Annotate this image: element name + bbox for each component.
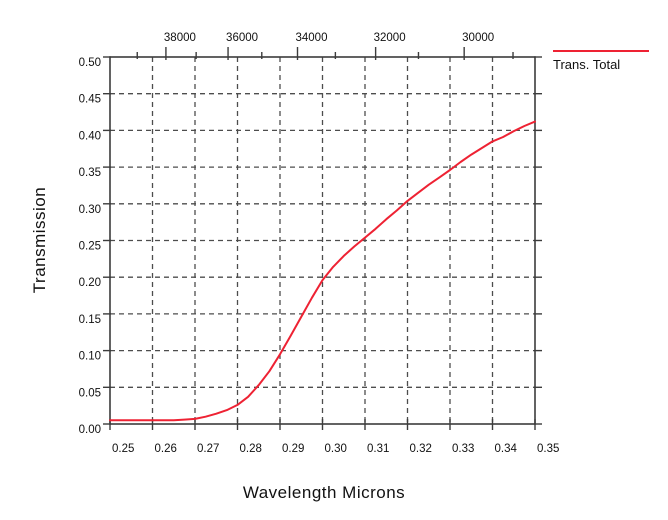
legend-line-swatch: [553, 50, 649, 52]
x-tick-label: 0.35: [537, 443, 559, 455]
x-tick-label: 0.25: [112, 443, 134, 455]
x-axis-title: Wavelength Microns: [242, 483, 406, 502]
y-tick-label: 0.35: [79, 167, 101, 179]
x-tick-label: 0.30: [325, 443, 347, 455]
x-tick-label: 0.33: [452, 443, 474, 455]
y-tick-label: 0.25: [79, 241, 101, 253]
y-tick-label: 0.50: [79, 57, 101, 69]
y-tick-label: 0.10: [79, 351, 101, 363]
x-tick-label: 0.34: [495, 443, 518, 455]
y-tick-label: 0.00: [79, 424, 101, 436]
legend-series-label: Trans. Total: [553, 57, 621, 72]
x-tick-label: 0.26: [155, 443, 177, 455]
top-tick-label: 34000: [296, 32, 328, 44]
top-tick-label: 32000: [374, 32, 406, 44]
y-tick-label: 0.40: [79, 130, 101, 142]
y-tick-label: 0.20: [79, 277, 101, 289]
x-tick-label: 0.29: [282, 443, 304, 455]
y-tick-label: 0.45: [79, 94, 101, 106]
y-axis-title: Transmission: [30, 186, 49, 294]
x-tick-label: 0.32: [410, 443, 432, 455]
y-tick-label: 0.30: [79, 204, 101, 216]
top-tick-label: 38000: [164, 32, 196, 44]
x-tick-label: 0.28: [240, 443, 262, 455]
x-tick-label: 0.27: [197, 443, 219, 455]
top-tick-label: 30000: [462, 32, 494, 44]
x-tick-label: 0.31: [367, 443, 389, 455]
series-line: [109, 120, 536, 422]
y-tick-label: 0.05: [79, 387, 101, 399]
top-tick-label: 36000: [226, 32, 258, 44]
y-tick-label: 0.15: [79, 314, 101, 326]
legend: Trans. Total: [553, 50, 665, 72]
